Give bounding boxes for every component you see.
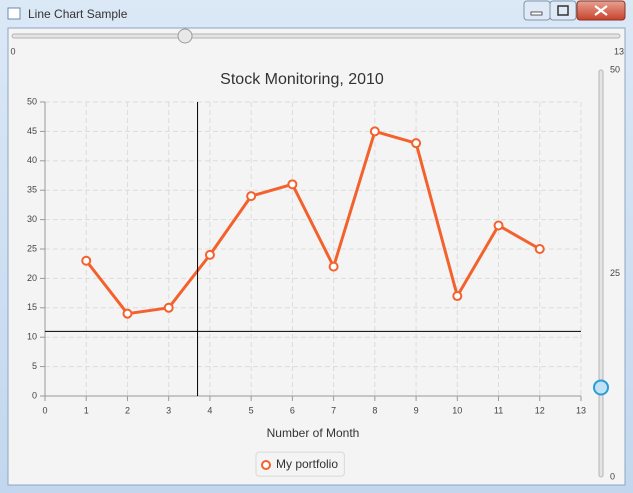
slider-thumb[interactable] bbox=[177, 28, 193, 44]
legend: My portfolio bbox=[255, 451, 345, 477]
legend-marker bbox=[261, 460, 271, 470]
vertical-slider[interactable]: 0 25 50 bbox=[593, 64, 620, 481]
x-tick-label: 11 bbox=[494, 405, 503, 415]
x-tick-label: 5 bbox=[249, 405, 254, 415]
window-icon bbox=[7, 7, 21, 20]
data-point bbox=[246, 191, 257, 202]
y-tick-label: 0 bbox=[32, 390, 37, 400]
data-point bbox=[534, 244, 545, 254]
y-tick-label: 30 bbox=[27, 214, 37, 224]
window-title: Line Chart Sample bbox=[28, 7, 128, 21]
data-point bbox=[369, 126, 380, 137]
slider-tick-label: 50 bbox=[610, 64, 620, 74]
slider-thumb[interactable] bbox=[593, 379, 609, 396]
x-tick-label: 13 bbox=[576, 405, 586, 415]
slider-tick-label: 0 bbox=[610, 471, 615, 481]
data-point bbox=[122, 308, 133, 319]
chart-title: Stock Monitoring, 2010 bbox=[220, 71, 384, 88]
maximize-icon bbox=[557, 5, 569, 16]
data-point bbox=[411, 138, 422, 149]
slider-tick-label: 25 bbox=[610, 268, 620, 278]
legend-label[interactable]: My portfolio bbox=[276, 457, 338, 471]
x-tick-label: 2 bbox=[125, 405, 130, 415]
x-tick-label: 9 bbox=[414, 405, 419, 415]
data-point bbox=[204, 249, 215, 260]
y-tick-label: 20 bbox=[27, 273, 37, 283]
y-tick-label: 10 bbox=[27, 332, 37, 342]
x-tick-label: 7 bbox=[331, 405, 336, 415]
x-tick-label: 1 bbox=[84, 405, 89, 415]
slider-track bbox=[598, 69, 604, 478]
x-tick-label: 10 bbox=[452, 405, 462, 415]
x-tick-label: 4 bbox=[207, 405, 212, 415]
data-point bbox=[452, 291, 463, 302]
y-tick-label: 5 bbox=[32, 361, 37, 371]
x-tick-label: 3 bbox=[166, 405, 171, 415]
data-point bbox=[328, 261, 339, 272]
data-point bbox=[163, 302, 174, 313]
x-tick-label: 6 bbox=[290, 405, 295, 415]
data-point bbox=[287, 179, 298, 190]
data-point bbox=[493, 220, 504, 231]
x-tick-label: 0 bbox=[42, 405, 47, 415]
horizontal-slider[interactable]: 0 13 bbox=[10, 28, 624, 56]
x-tick-label: 12 bbox=[535, 405, 545, 415]
minimize-button[interactable] bbox=[523, 0, 551, 21]
minimize-icon bbox=[530, 11, 543, 16]
y-tick-label: 45 bbox=[27, 126, 37, 136]
slider-track bbox=[11, 33, 621, 39]
y-tick-label: 35 bbox=[27, 185, 37, 195]
maximize-button[interactable] bbox=[549, 0, 577, 21]
chart: Stock Monitoring, 2010 Number of Month 0… bbox=[27, 71, 586, 477]
series-line bbox=[85, 129, 541, 316]
slider-max-label: 13 bbox=[614, 46, 624, 56]
x-axis-label: Number of Month bbox=[267, 426, 360, 440]
y-tick-label: 25 bbox=[27, 243, 37, 253]
data-point bbox=[81, 255, 92, 266]
legend-box bbox=[255, 451, 345, 477]
close-icon bbox=[594, 5, 608, 16]
x-tick-label: 8 bbox=[372, 405, 377, 415]
y-tick-label: 15 bbox=[27, 302, 37, 312]
slider-min-label: 0 bbox=[10, 46, 15, 56]
y-tick-label: 40 bbox=[27, 155, 37, 165]
y-tick-label: 50 bbox=[27, 96, 37, 106]
